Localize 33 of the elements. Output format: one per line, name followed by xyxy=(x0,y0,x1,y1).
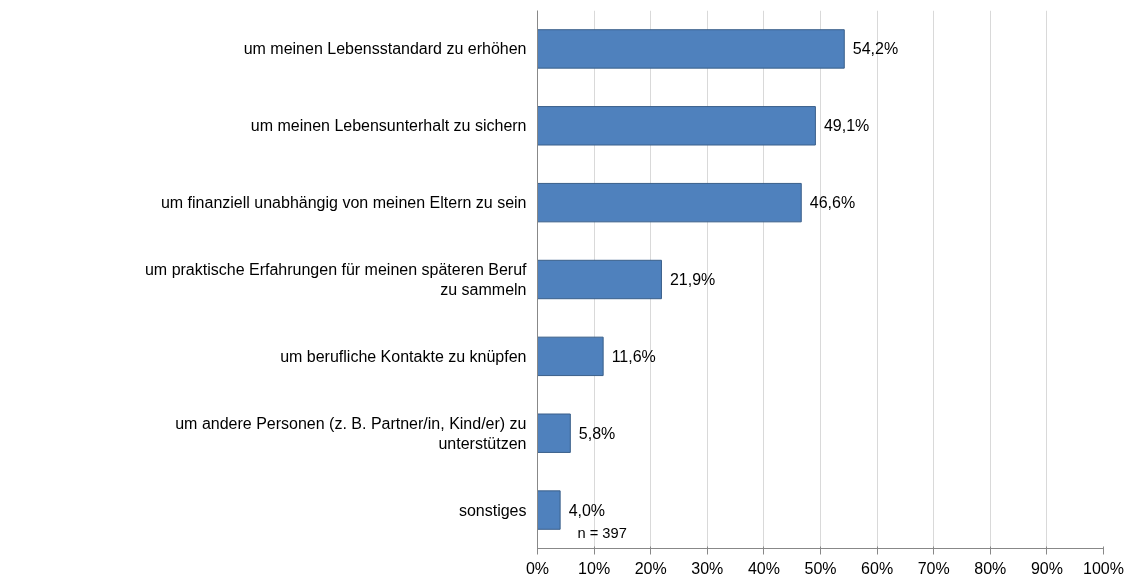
annotation: n = 397 xyxy=(577,524,627,541)
data-label: 21,9% xyxy=(669,271,716,288)
x-tick-label: 60% xyxy=(861,559,894,577)
y-tick-label: um andere Personen (z. B. Partner/in, Kind/er) zu unterstützen xyxy=(175,414,527,452)
bar xyxy=(537,490,561,530)
x-tick-label: 80% xyxy=(974,559,1007,577)
bar xyxy=(537,106,816,146)
y-tick-label: um praktische Erfahrungen für meinen späteren Beruf zu sammeln xyxy=(144,260,528,299)
bar xyxy=(537,336,604,377)
bar xyxy=(537,413,571,453)
data-label: 11,6% xyxy=(611,347,656,365)
bar xyxy=(537,29,845,69)
bar xyxy=(537,182,802,223)
y-tick-label: um meinen Lebensunterhalt zu sichern xyxy=(250,117,527,135)
data-label: 49,1% xyxy=(823,117,870,135)
data-label: 5,8% xyxy=(578,424,616,442)
y-tick-label: um finanziell unabhängig von meinen Eltern zu sein xyxy=(160,194,527,212)
bar xyxy=(537,259,662,300)
x-tick-label: 70% xyxy=(917,559,950,577)
x-tick-label: 90% xyxy=(1030,559,1063,577)
x-tick-label: 10% xyxy=(578,559,611,577)
x-tick-label: 100% xyxy=(1083,559,1124,577)
y-tick-label: um berufliche Kontakte zu knüpfen xyxy=(280,347,527,365)
x-tick-label: 50% xyxy=(804,559,837,577)
data-label: 54,2% xyxy=(852,40,899,58)
x-tick-label: 20% xyxy=(634,559,667,577)
x-tick-label: 40% xyxy=(747,559,780,577)
y-tick-label: sonstiges xyxy=(458,501,527,519)
y-tick-label: um meinen Lebensstandard zu erhöhen xyxy=(243,40,527,58)
x-tick-label: 0% xyxy=(525,559,550,577)
x-tick-label: 30% xyxy=(691,559,724,577)
data-label: 4,0% xyxy=(568,501,606,519)
data-label: 46,6% xyxy=(809,194,856,212)
